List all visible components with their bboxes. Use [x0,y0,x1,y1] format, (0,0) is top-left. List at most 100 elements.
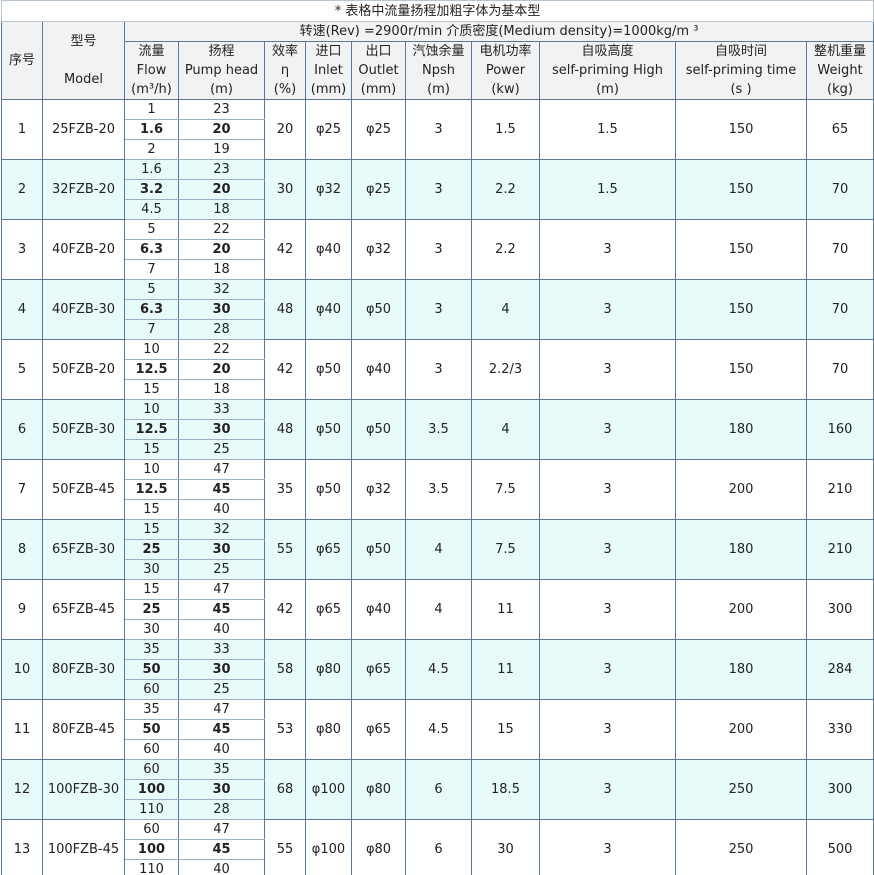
inlet-cell: φ40 [305,219,352,280]
weight-cell: 70 [805,279,874,340]
weight-cell: 330 [805,699,874,760]
spt-cell: 180 [675,639,807,700]
row-number: 4 [1,279,43,340]
header-flow-line: Flow [136,63,167,78]
header-npsh-line: 汽蚀余量 [412,44,465,59]
header-head-line: Pump head [184,63,259,78]
table-row: 12.5 45 [2,479,874,500]
head-cell: 28 [178,319,265,340]
eff-cell: 42 [264,219,306,280]
table-row: 6.3 20 [2,239,874,260]
inlet-cell: φ25 [305,99,352,160]
head-cell: 20 [178,119,265,140]
flow-cell: 100 [124,779,179,800]
eff-cell: 68 [264,759,306,820]
model-cell: 100FZB-30 [42,759,125,820]
inlet-cell: φ50 [305,399,352,460]
row-number: 9 [1,579,43,640]
head-cell: 20 [178,359,265,380]
weight-cell: 210 [805,519,874,580]
npsh-cell: 3.5 [405,459,472,520]
model-cell: 100FZB-45 [42,819,125,875]
head-cell: 32 [178,519,265,540]
power-cell: 2.2 [471,219,540,280]
sph-cell: 3 [539,759,676,820]
sph-cell: 3 [539,639,676,700]
flow-cell: 50 [124,659,179,680]
header-weight: 整机重量 Weight (kg) [805,41,874,100]
power-cell: 1.5 [471,99,540,160]
spt-cell: 150 [675,159,807,220]
table-row: 100 45 [2,839,874,860]
head-cell: 35 [178,759,265,780]
header-npsh: 汽蚀余量 Npsh (m) [405,41,472,100]
header-outlet: 出口 Outlet (mm) [351,41,406,100]
head-cell: 25 [178,679,265,700]
flow-cell: 110 [124,799,179,820]
weight-cell: 65 [805,99,874,160]
outlet-cell: φ80 [351,819,406,875]
head-cell: 18 [178,199,265,220]
model-cell: 80FZB-30 [42,639,125,700]
header-power-line: (kw) [491,82,520,97]
inlet-cell: φ50 [305,339,352,400]
table-row: 11 80FZB-45 35 47 53 φ80 φ65 4.5 15 3 200 330 [1,699,874,760]
header-flow-line: (m³/h) [131,82,172,97]
weight-cell: 70 [805,219,874,280]
inlet-cell: φ65 [305,579,352,640]
sph-cell: 3 [539,519,676,580]
eff-cell: 55 [264,519,306,580]
row-number: 8 [1,519,43,580]
inlet-cell: φ80 [305,699,352,760]
head-cell: 18 [178,259,265,280]
flow-cell: 6.3 [124,299,179,320]
outlet-cell: φ50 [351,279,406,340]
head-cell: 22 [178,339,265,360]
flow-cell: 7 [124,319,179,340]
weight-cell: 160 [805,399,874,460]
spt-cell: 150 [675,339,807,400]
power-cell: 4 [471,399,540,460]
table-row: 7 50FZB-45 10 47 35 φ50 φ32 3.5 7.5 3 200 210 [1,459,874,520]
header-inlet-line: Inlet [314,63,343,78]
outlet-cell: φ65 [351,699,406,760]
eff-cell: 48 [264,399,306,460]
head-cell: 18 [178,379,265,400]
outlet-cell: φ25 [351,99,406,160]
head-cell: 32 [178,279,265,300]
row-number: 2 [1,159,43,220]
header-flow: 流量 Flow (m³/h) [124,41,179,100]
eff-cell: 20 [264,99,306,160]
head-cell: 25 [178,439,265,460]
header-head-line: (m) [210,82,233,97]
spt-cell: 200 [675,459,807,520]
head-cell: 33 [178,399,265,420]
weight-cell: 284 [805,639,874,700]
table-row: 4.5 18 [2,199,874,220]
spt-cell: 180 [675,399,807,460]
table-row: 60 25 [2,679,874,700]
header-spt-line: (s ) [730,82,752,97]
row-number: 13 [1,819,43,875]
table-row: 7 28 [2,319,874,340]
model-cell: 40FZB-20 [42,219,125,280]
table-note: * 表格中流量扬程加粗字体为基本型 [0,0,874,22]
spt-cell: 200 [675,699,807,760]
header-power-line: Power [485,63,526,78]
flow-cell: 30 [124,559,179,580]
spt-cell: 150 [675,279,807,340]
head-cell: 45 [178,719,265,740]
sph-cell: 3 [539,339,676,400]
header-sph-line: (m) [596,82,619,97]
table-row: 25 45 [2,599,874,620]
outlet-cell: φ40 [351,339,406,400]
header-npsh-line: Npsh [422,63,455,78]
table-row: 9 65FZB-45 15 47 42 φ65 φ40 4 11 3 200 300 [1,579,874,640]
sph-cell: 3 [539,579,676,640]
head-cell: 20 [178,239,265,260]
table-row: 3.2 20 [2,179,874,200]
spt-cell: 250 [675,819,807,875]
model-cell: 40FZB-30 [42,279,125,340]
power-cell: 15 [471,699,540,760]
flow-cell: 10 [124,399,179,420]
